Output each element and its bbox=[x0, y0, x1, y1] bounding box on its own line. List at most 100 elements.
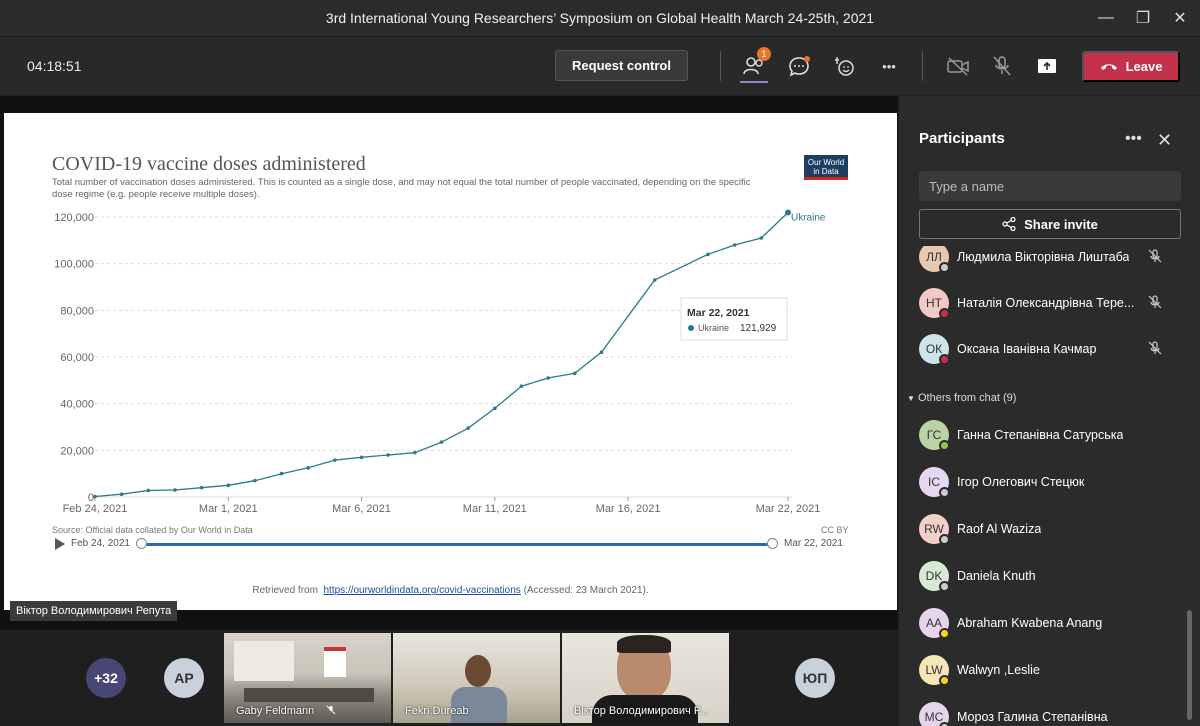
data-point bbox=[466, 426, 470, 430]
toolbar-divider bbox=[922, 51, 923, 81]
video-tile[interactable]: Віктор Володимирович Р... bbox=[562, 633, 729, 723]
avatar[interactable]: ЮП bbox=[795, 658, 835, 698]
mic-off-icon bbox=[1147, 340, 1163, 361]
chart-source: Source: Official data collated by Our Wo… bbox=[52, 525, 253, 535]
series-line-ukraine bbox=[94, 212, 789, 498]
camera-toggle[interactable] bbox=[944, 53, 972, 79]
participant-name: Abraham Kwabena Anang bbox=[957, 616, 1103, 630]
y-tick-label: 120,000 bbox=[54, 212, 94, 224]
data-point bbox=[519, 384, 524, 388]
presence-indicator bbox=[939, 581, 950, 592]
participant-row[interactable]: LW Walwyn ,Leslie bbox=[899, 651, 1189, 691]
presence-indicator bbox=[939, 487, 950, 498]
mic-off-icon bbox=[326, 705, 336, 715]
person-body bbox=[451, 687, 507, 723]
participant-name: Walwyn ,Leslie bbox=[957, 663, 1040, 677]
room-poster bbox=[324, 647, 346, 677]
chart-license: CC BY bbox=[821, 525, 849, 535]
person-body bbox=[592, 695, 698, 723]
play-icon[interactable] bbox=[54, 538, 66, 550]
participant-row[interactable]: ІС Ігор Олегович Стецюк bbox=[899, 463, 1189, 503]
participant-name: Мороз Галина Степанівна bbox=[957, 710, 1108, 724]
shared-screen: COVID-19 vaccine doses administered Tota… bbox=[0, 96, 898, 630]
panel-scrollbar[interactable] bbox=[1187, 610, 1192, 720]
timeline-control: Feb 24, 2021 Mar 22, 2021 bbox=[52, 537, 852, 551]
participant-row[interactable]: НТ Наталія Олександрівна Тере... bbox=[899, 284, 1189, 324]
data-point bbox=[572, 371, 577, 376]
data-point bbox=[759, 236, 764, 240]
y-tick-label: 80,000 bbox=[60, 305, 94, 317]
y-tick-label: 0 bbox=[88, 492, 94, 504]
mic-toggle[interactable] bbox=[988, 53, 1016, 79]
video-tile[interactable]: Gaby Feldmann bbox=[224, 633, 391, 723]
person-head bbox=[465, 655, 491, 687]
data-point bbox=[146, 488, 151, 493]
share-content-button[interactable] bbox=[1033, 53, 1061, 79]
panel-more-button[interactable]: ••• bbox=[1125, 130, 1142, 147]
title-bar: 3rd International Young Researchers’ Sym… bbox=[0, 0, 1200, 37]
tooltip-value: 121,929 bbox=[740, 323, 777, 334]
participants-badge: 1 bbox=[757, 47, 771, 61]
participants-toggle[interactable]: 1 bbox=[740, 47, 771, 83]
presence-indicator bbox=[939, 308, 950, 319]
y-tick-label: 60,000 bbox=[60, 352, 94, 364]
participant-search-input[interactable] bbox=[919, 171, 1181, 201]
participant-row[interactable]: ЛЛ Людмила Вікторівна Лиштаба bbox=[899, 246, 1189, 278]
more-actions-button[interactable]: ••• bbox=[882, 58, 896, 74]
participant-name: Наталія Олександрівна Тере... bbox=[957, 296, 1135, 310]
participant-row[interactable]: МС Мороз Галина Степанівна bbox=[899, 698, 1189, 726]
presence-indicator bbox=[939, 440, 950, 451]
chevron-down-icon: ▼ bbox=[907, 394, 915, 403]
avatar: RW bbox=[919, 514, 949, 544]
owid-link[interactable]: https://ourworldindata.org/covid-vaccina… bbox=[323, 585, 521, 596]
data-point bbox=[546, 376, 550, 380]
retrieved-suffix: (Accessed: 23 March 2021). bbox=[523, 585, 649, 596]
toolbar-divider bbox=[720, 51, 721, 81]
camera-off-icon bbox=[947, 57, 969, 76]
participant-row[interactable]: RW Raof Al Waziza bbox=[899, 510, 1189, 550]
data-point bbox=[413, 450, 417, 455]
data-point bbox=[279, 471, 284, 476]
shared-slide: COVID-19 vaccine doses administered Tota… bbox=[4, 113, 897, 610]
presence-indicator bbox=[939, 722, 950, 726]
x-tick-label: Mar 22, 2021 bbox=[756, 503, 821, 515]
video-strip: +32 AP Gaby Feldmann Fekri.Dureab Віктор… bbox=[0, 630, 898, 726]
share-tray-icon bbox=[1038, 59, 1056, 73]
leave-button[interactable]: Leave bbox=[1082, 51, 1180, 82]
participant-row[interactable]: ГС Ганна Степанівна Сатурська bbox=[899, 416, 1189, 456]
active-indicator bbox=[740, 81, 768, 83]
participant-row[interactable]: DK Daniela Knuth bbox=[899, 557, 1189, 597]
others-section-header[interactable]: ▼ Others from chat (9) bbox=[907, 392, 1016, 404]
chat-toggle[interactable] bbox=[785, 53, 813, 79]
participant-list: ЛЛ Людмила Вікторівна Лиштаба НТ Наталія Ол… bbox=[899, 246, 1200, 726]
owid-logo: Our World in Data bbox=[804, 155, 848, 180]
retrieved-prefix: Retrieved from bbox=[252, 585, 318, 596]
avatar[interactable]: AP bbox=[164, 658, 204, 698]
participant-row[interactable]: AA Abraham Kwabena Anang bbox=[899, 604, 1189, 644]
overflow-participants-button[interactable]: +32 bbox=[86, 658, 126, 698]
y-tick-label: 40,000 bbox=[60, 399, 94, 411]
share-invite-button[interactable]: Share invite bbox=[919, 209, 1181, 239]
reactions-toggle[interactable] bbox=[830, 53, 858, 79]
minimize-button[interactable]: — bbox=[1098, 9, 1114, 26]
panel-close-button[interactable]: ✕ bbox=[1157, 130, 1173, 150]
chart-title: COVID-19 vaccine doses administered bbox=[52, 153, 366, 175]
request-control-button[interactable]: Request control bbox=[555, 50, 688, 81]
timeline-end-handle[interactable] bbox=[767, 538, 778, 549]
x-tick-label: Mar 16, 2021 bbox=[596, 503, 661, 515]
y-tick-label: 20,000 bbox=[60, 445, 94, 457]
timeline-track[interactable] bbox=[141, 543, 773, 546]
meeting-toolbar: 04:18:51 Request control 1 ••• Leave bbox=[0, 37, 1200, 95]
restore-button[interactable]: ❐ bbox=[1135, 10, 1151, 27]
participant-row[interactable]: ОК Оксана Іванівна Качмар bbox=[899, 330, 1189, 370]
chart-subtitle: Total number of vaccination doses admini… bbox=[52, 177, 751, 200]
participants-panel: Participants ••• ✕ Share invite ЛЛЛюдмил… bbox=[899, 96, 1200, 726]
timeline-start-handle[interactable] bbox=[136, 538, 147, 549]
x-tick-label: Mar 1, 2021 bbox=[199, 503, 258, 515]
avatar: ОК bbox=[919, 334, 949, 364]
video-tile[interactable]: Fekri.Dureab bbox=[393, 633, 560, 723]
close-window-button[interactable]: ✕ bbox=[1173, 10, 1187, 27]
timeline-start-label: Feb 24, 2021 bbox=[71, 538, 130, 549]
timeline-end-label: Mar 22, 2021 bbox=[784, 538, 843, 549]
y-tick-label: 100,000 bbox=[54, 259, 94, 271]
